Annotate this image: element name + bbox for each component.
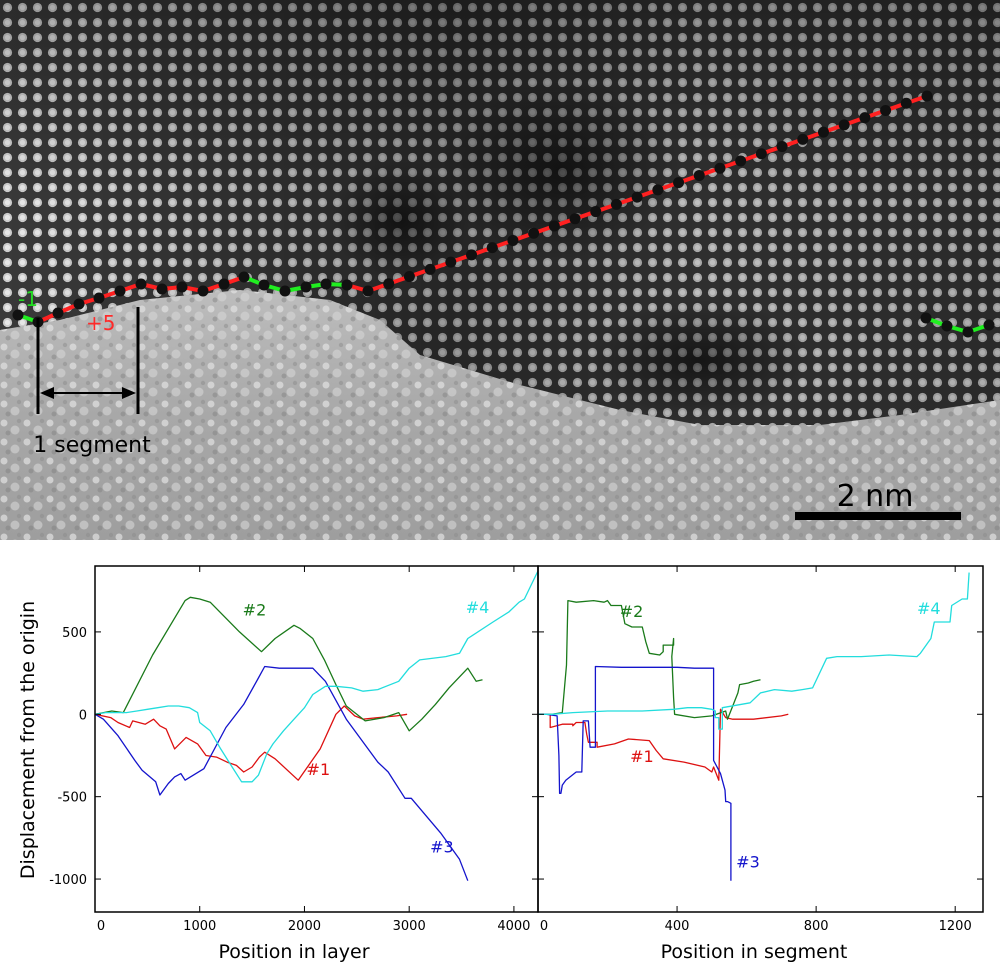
x-axis-label-segment: Position in segment [661, 941, 848, 963]
x-tick-label: 1200 [939, 919, 972, 934]
scale-bar: 2 nm [795, 479, 961, 520]
step-label-plus-five: +5 [86, 311, 115, 335]
atom-marker [300, 281, 312, 293]
series-label: #2 [243, 600, 267, 619]
atom-marker [900, 97, 912, 109]
series-label: #4 [917, 599, 941, 618]
x-axis-label-layer: Position in layer [218, 941, 369, 963]
atom-marker [507, 234, 519, 246]
atom-marker [362, 285, 374, 297]
x-tick-label: 0 [97, 919, 105, 934]
atom-marker [445, 256, 457, 268]
atom-marker [383, 278, 395, 290]
atom-marker [197, 285, 209, 297]
atom-marker [755, 148, 767, 160]
atom-marker [258, 279, 270, 291]
x-tick-label: 400 [665, 919, 690, 934]
y-tick-label: -500 [57, 791, 87, 806]
x-tick-label: 4000 [497, 919, 530, 934]
atom-marker [983, 319, 995, 331]
series-line-n3 [95, 665, 469, 881]
atom-marker [590, 206, 602, 218]
atom-marker [673, 177, 685, 189]
atom-marker [12, 309, 24, 321]
atom-marker [341, 279, 353, 291]
series-label: #3 [736, 853, 760, 872]
series-label: #1 [630, 747, 654, 766]
step-annotation-layer [12, 90, 995, 338]
atom-marker [776, 141, 788, 153]
segment-marker: 1 segment [33, 307, 151, 458]
series-line-n1 [538, 708, 789, 781]
atom-marker [921, 90, 933, 102]
atom-marker [735, 155, 747, 167]
series-label: #1 [307, 760, 331, 779]
y-tick-label: -1000 [49, 873, 87, 888]
atom-marker [424, 263, 436, 275]
atom-marker [880, 104, 892, 116]
atom-marker [693, 169, 705, 181]
x-tick-label: 2000 [288, 919, 321, 934]
atom-marker [114, 285, 126, 297]
atom-marker [920, 312, 932, 324]
atom-marker [859, 112, 871, 124]
atom-marker [73, 298, 85, 310]
atom-marker [279, 285, 291, 297]
atom-marker [466, 249, 478, 261]
atom-marker [486, 242, 498, 254]
atom-marker [962, 326, 974, 338]
atom-marker [652, 184, 664, 196]
atom-marker [838, 119, 850, 131]
atom-marker [238, 271, 250, 283]
atom-marker [176, 281, 188, 293]
atom-marker [610, 198, 622, 210]
x-tick-label: 3000 [393, 919, 426, 934]
x-tick-label: 1000 [183, 919, 216, 934]
atom-marker [218, 278, 230, 290]
atom-marker [714, 162, 726, 174]
atom-marker [156, 283, 168, 295]
x-tick-label: 0 [540, 919, 548, 934]
y-axis-label: Displacement from the origin [17, 601, 39, 879]
y-tick-label: 0 [79, 708, 87, 723]
segment-label: 1 segment [33, 433, 151, 458]
plot-frame [537, 565, 984, 913]
series-line-n4 [95, 570, 538, 783]
atom-marker [320, 278, 332, 290]
x-tick-label: 800 [804, 919, 829, 934]
scale-bar-label: 2 nm [837, 479, 914, 514]
atom-marker [631, 191, 643, 203]
atom-marker [135, 278, 147, 290]
tem-micrograph [0, 0, 1000, 540]
series-label: #2 [620, 602, 644, 621]
atom-marker [817, 126, 829, 138]
atom-marker [528, 227, 540, 239]
series-label: #3 [430, 838, 454, 857]
chart-panel-position-in-segment: 0 400 800 1200 #2 #4 #1 #3 [537, 565, 984, 934]
atom-marker [403, 271, 415, 283]
series-line-n2 [95, 596, 483, 732]
atom-marker [797, 133, 809, 145]
step-label-minus-one: -1 [18, 287, 38, 311]
series-label: #4 [466, 598, 490, 617]
series-line-n4 [538, 572, 970, 730]
series-line-n3 [538, 665, 732, 881]
atom-marker [569, 213, 581, 225]
arrow-right-icon [122, 387, 136, 399]
series-line-n1 [95, 705, 408, 781]
series-line-n2 [538, 599, 761, 720]
atom-marker [548, 220, 560, 232]
plot-frame [94, 565, 539, 913]
atom-marker [52, 307, 64, 319]
atom-marker [93, 292, 105, 304]
atom-marker [941, 320, 953, 332]
arrow-left-icon [40, 387, 54, 399]
y-tick-label: 500 [62, 626, 87, 641]
